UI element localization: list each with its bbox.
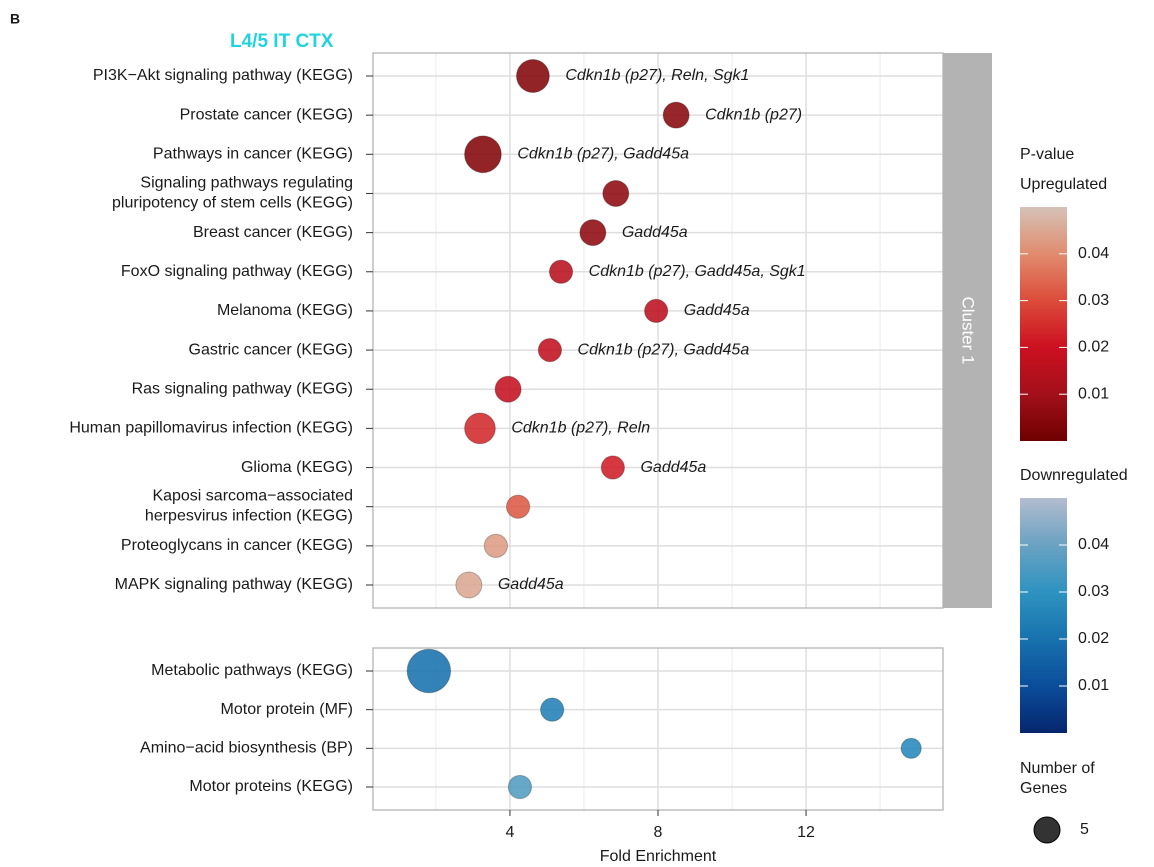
point [483,533,509,558]
x-tick-label: 8 [654,824,663,841]
y-tick-label: Pathways in cancer (KEGG) [153,146,353,163]
point-annotation: Cdkn1b (p27), Reln, Sgk1 [565,67,749,84]
colorbar-tick-label: 0.04 [1078,245,1109,262]
y-tick-label: Prostate cancer (KEGG) [180,106,353,123]
point-annotation: Gadd45a [498,576,564,593]
colorbar-tick-label: 0.01 [1078,677,1109,694]
y-tick-label: FoxO signaling pathway (KEGG) [121,263,353,280]
point [600,455,625,480]
y-tick-label: Motor protein (MF) [221,701,353,718]
y-tick-label: Breast cancer (KEGG) [193,224,353,241]
point-annotation: Gadd45a [622,224,688,241]
y-tick-label: Proteoglycans in cancer (KEGG) [121,537,353,554]
x-tick-label: 4 [505,824,514,841]
size-legend-key [1033,816,1061,844]
colorbar-tick-label: 0.03 [1078,292,1109,309]
color-legend-group-title: Downregulated [1020,467,1128,484]
color-legend-title: P-value [1020,146,1074,163]
point [494,375,522,403]
point [464,135,502,174]
point [900,737,922,759]
y-tick-label: Metabolic pathways (KEGG) [151,662,353,679]
y-tick-label: Amino−acid biosynthesis (BP) [140,740,353,757]
point-annotation: Gadd45a [684,302,750,319]
colorbar-tick-label: 0.03 [1078,583,1109,600]
y-tick-label: Human papillomavirus infection (KEGG) [69,420,353,437]
point [644,298,669,324]
color-legend-group-title: Upregulated [1020,176,1107,193]
point-annotation: Cdkn1b (p27) [705,106,802,123]
size-legend-label: 5 [1080,821,1089,838]
panel-label: B [10,11,20,27]
point-annotation: Cdkn1b (p27), Gadd45a, Sgk1 [589,263,806,280]
y-tick-label: Ras signaling pathway (KEGG) [132,380,353,397]
colorbar-tick-label: 0.01 [1078,385,1109,402]
point-annotation: Gadd45a [640,459,706,476]
facet-strip-label: Cluster 1 [959,296,978,364]
y-tick-label: Kaposi sarcoma−associated herpesvirus inf… [145,488,353,525]
point-annotation: Cdkn1b (p27), Gadd45a [517,146,689,163]
y-tick-label: Gastric cancer (KEGG) [189,341,353,358]
colorbar-tick-label: 0.02 [1078,339,1109,356]
chart-title: L4/5 IT CTX [230,31,334,52]
point [662,101,690,129]
point [406,648,452,694]
facet-strip [943,53,992,608]
size-legend-title: Number of Genes [1020,760,1095,797]
colorbar [1020,207,1067,441]
y-tick-label: Motor proteins (KEGG) [189,778,353,795]
point [505,494,531,519]
point [548,259,574,284]
point [602,179,630,207]
point-annotation: Cdkn1b (p27), Reln [511,420,650,437]
y-tick-label: PI3K−Akt signaling pathway (KEGG) [93,67,353,84]
point [540,697,565,722]
x-tick-label: 12 [797,824,815,841]
point-annotation: Cdkn1b (p27), Gadd45a [578,341,750,358]
colorbar [1020,498,1067,733]
point [455,571,483,599]
point [464,412,496,445]
point [507,774,533,800]
y-tick-label: Signaling pathways regulating pluripotenc… [112,175,353,212]
point [579,219,607,247]
y-tick-label: Glioma (KEGG) [241,459,353,476]
y-tick-label: Melanoma (KEGG) [217,302,353,319]
point [537,337,563,363]
colorbar-tick-label: 0.02 [1078,630,1109,647]
y-tick-label: MAPK signaling pathway (KEGG) [115,576,353,593]
x-axis-title: Fold Enrichment [600,848,717,865]
point [515,59,550,93]
colorbar-tick-label: 0.04 [1078,536,1109,553]
